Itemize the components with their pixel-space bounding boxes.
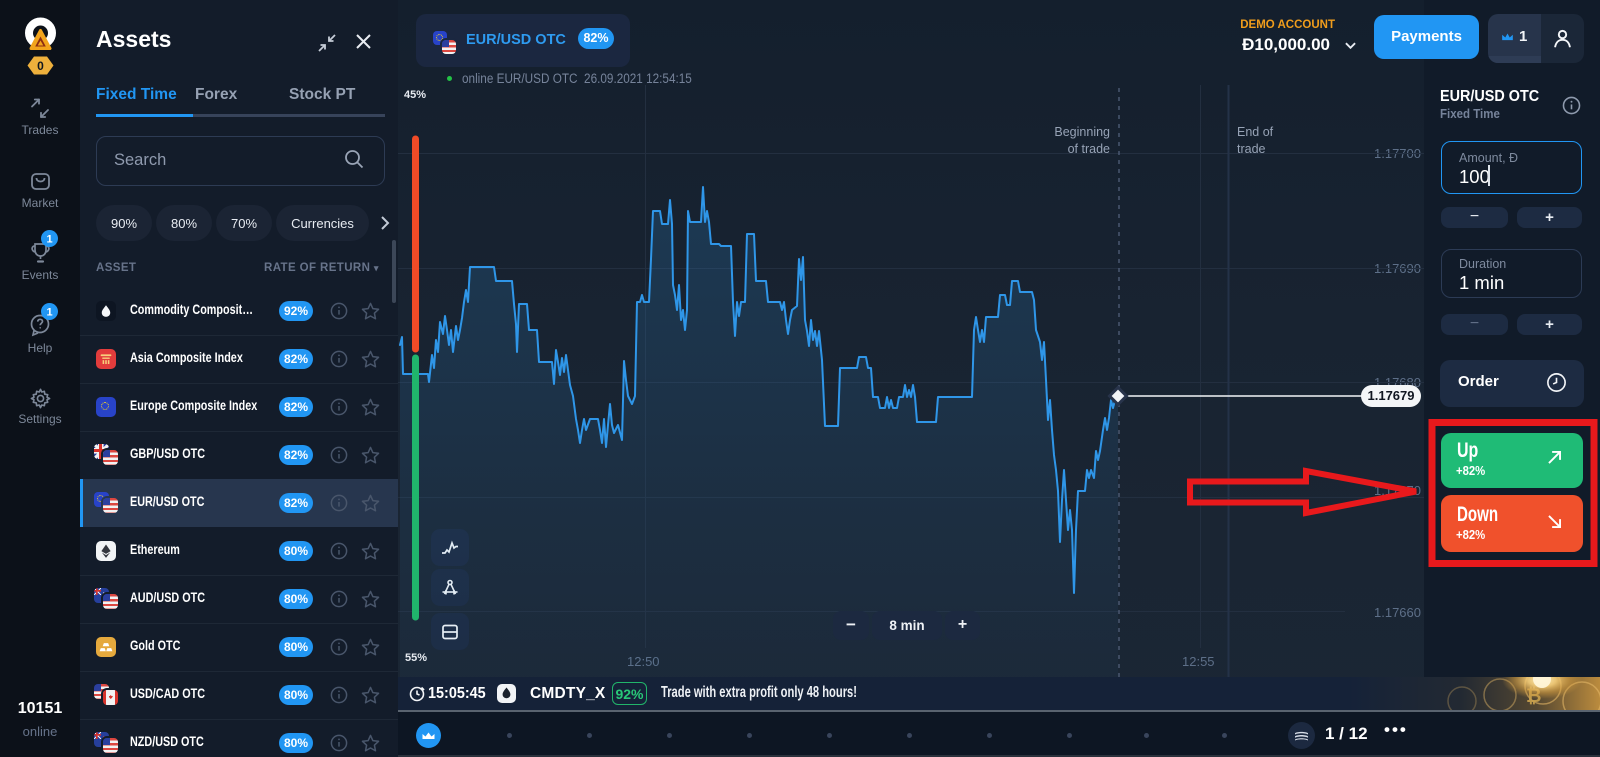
svg-text:1: 1 [46,307,52,319]
svg-text:1: 1 [46,234,52,246]
svg-text:0: 0 [37,59,44,73]
